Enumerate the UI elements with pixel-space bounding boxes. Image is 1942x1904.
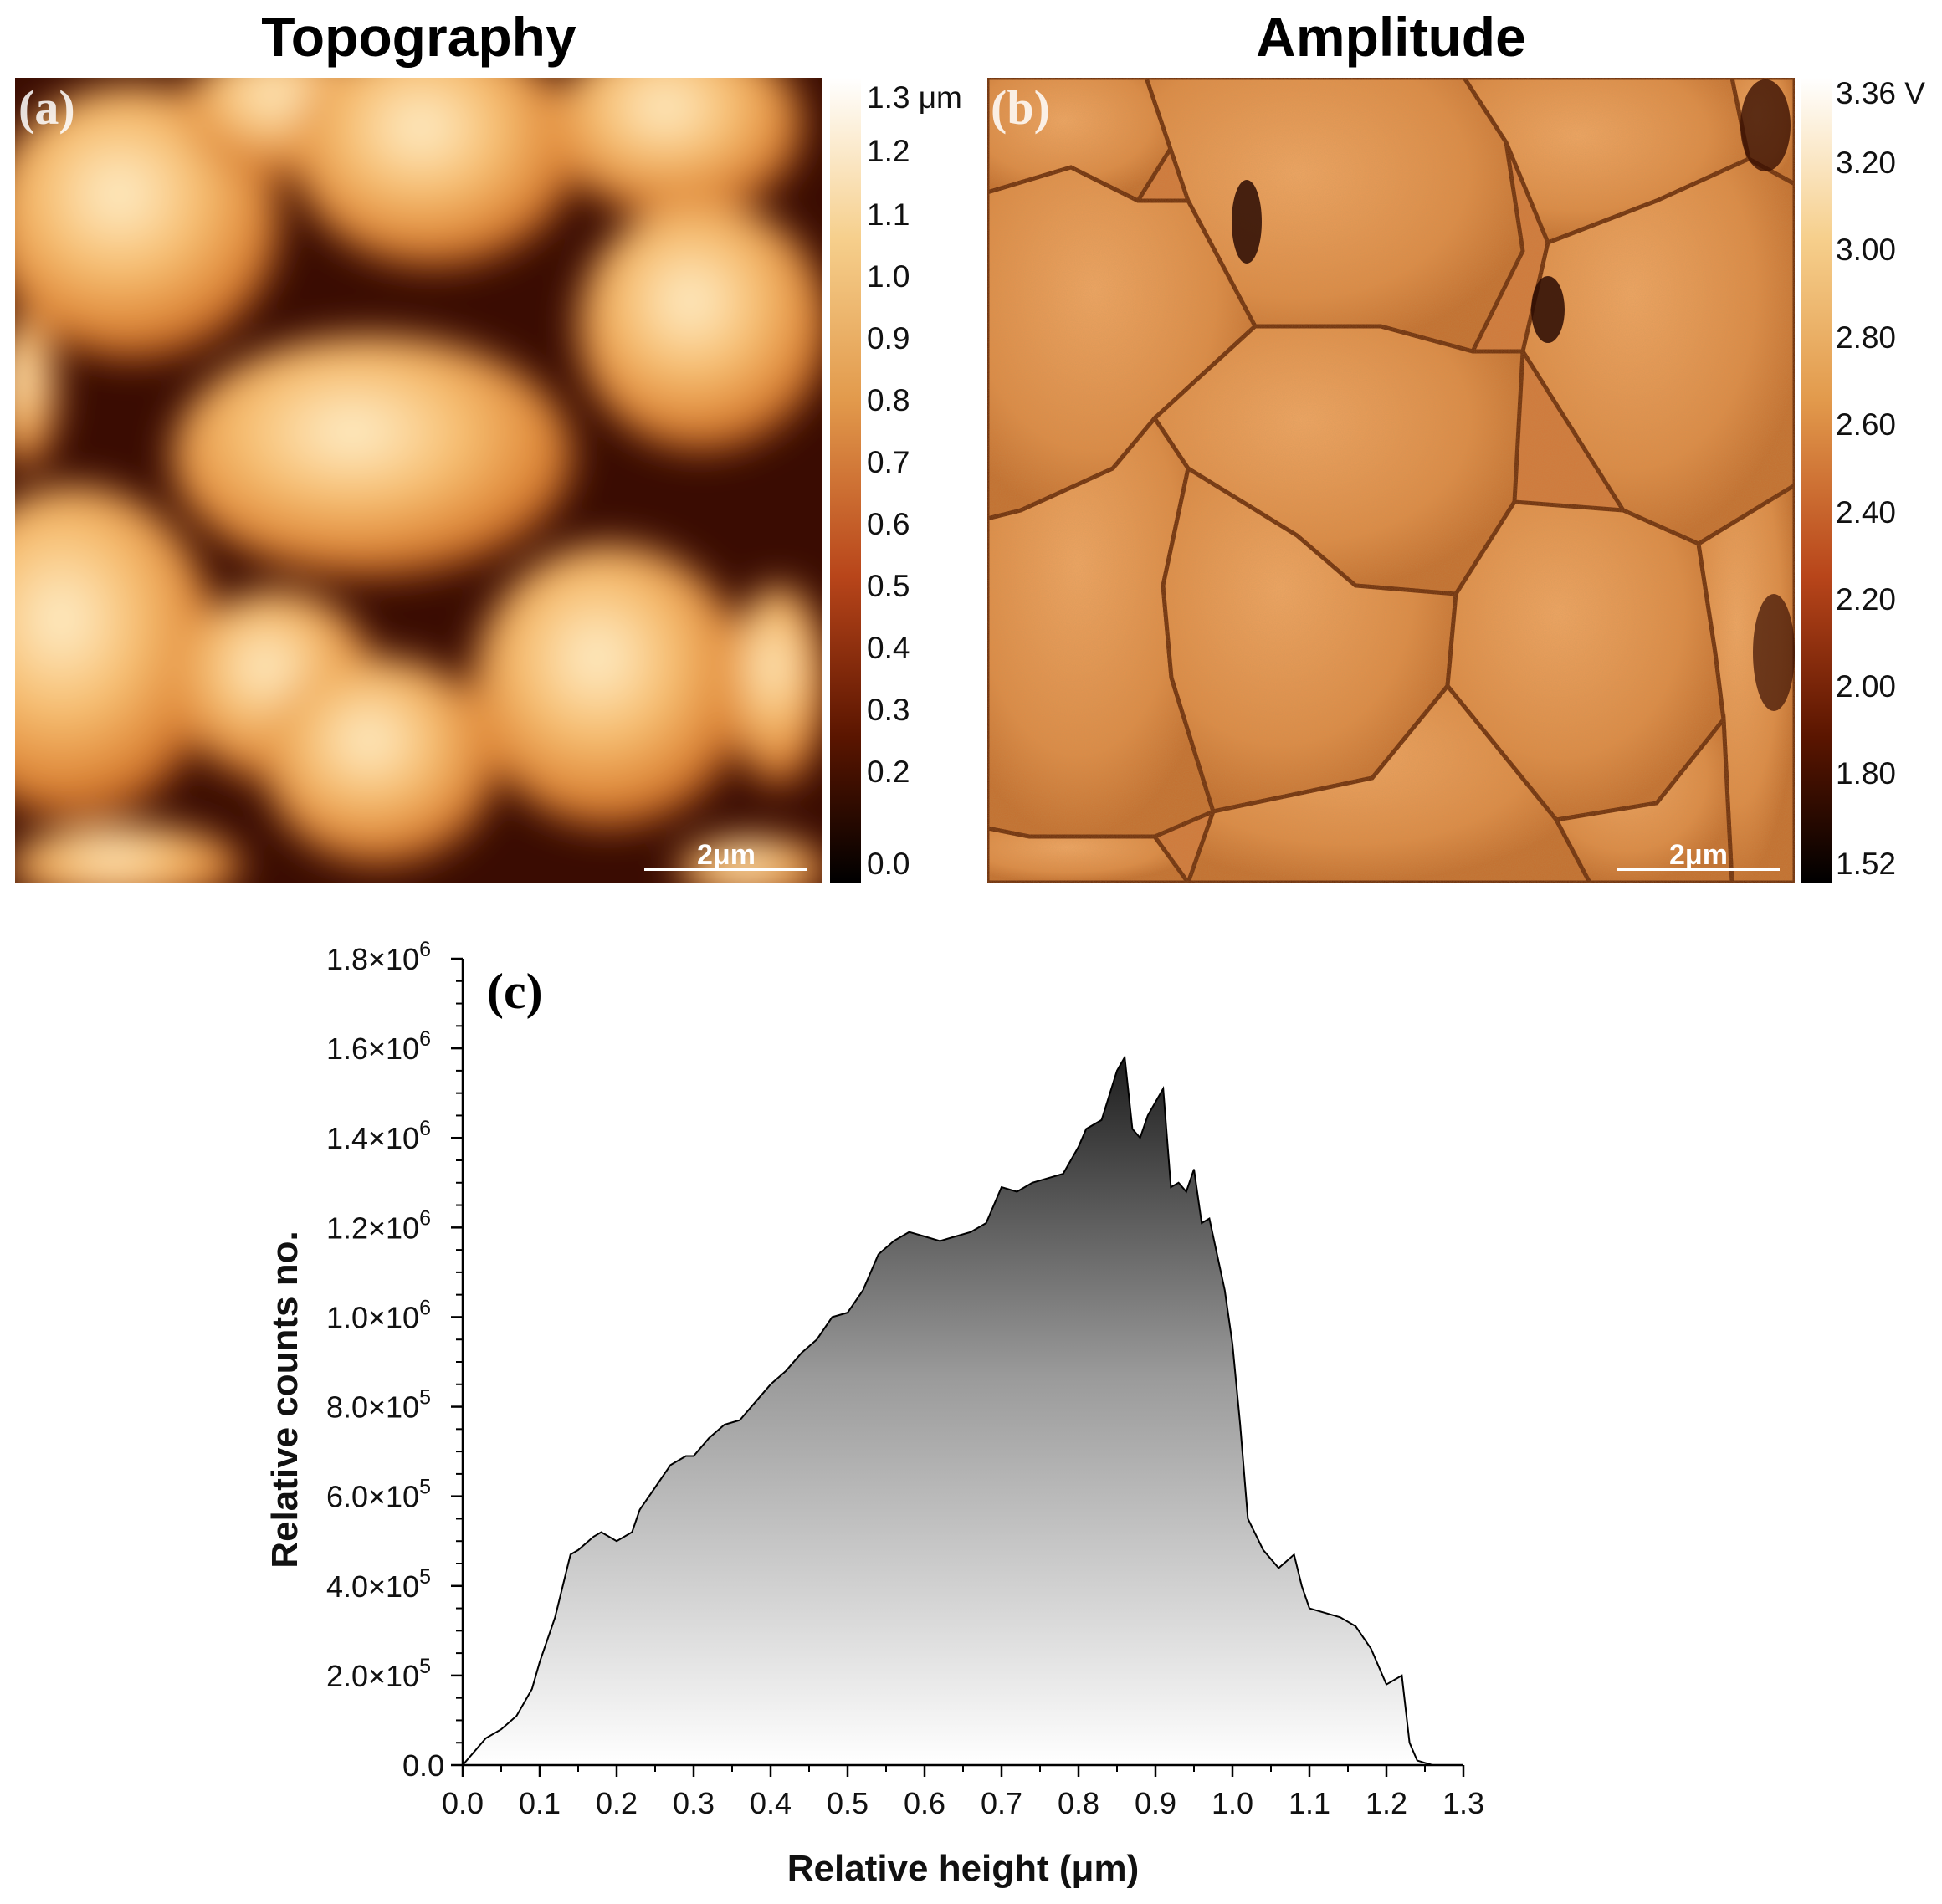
topography-image [15,78,822,883]
panel-a-tag: (a) [18,80,75,135]
cbar-a-tick-label: 0.7 [867,445,910,479]
cbar-b-tick-label: 2.00 [1836,669,1897,704]
x-tick-label: 0.8 [1058,1786,1099,1820]
x-axis-label: Relative height (μm) [787,1848,1140,1889]
cbar-b-unit-label: 3.36 V [1836,76,1925,110]
y-tick-label: 1.4×106 [326,1117,431,1155]
cbar-b-tick-label: 3.20 [1836,146,1897,180]
histogram-chart: 0.0 0.1 0.2 0.3 0.4 0.5 0.6 0.7 0.8 0.9 1.0 1.1 1.2 1… [264,938,1484,1889]
cbar-a-tick-label: 0.0 [867,847,910,881]
x-tick-label: 0.1 [519,1786,561,1820]
x-tick-label: 1.3 [1442,1786,1484,1820]
cbar-a-tick-label: 0.4 [867,631,910,665]
cbar-b-tick-label: 3.00 [1836,233,1897,267]
y-tick-label: 8.0×105 [326,1386,431,1425]
cbar-a-tick-label: 0.6 [867,507,910,541]
x-tick-label: 0.4 [750,1786,792,1820]
cbar-a-unit-label: 1.3 μm [867,80,962,115]
colorbar-a [830,78,861,883]
y-tick-label: 1.0×106 [326,1296,431,1334]
cbar-a-tick-label: 0.8 [867,383,910,417]
amplitude-image [987,78,1795,883]
x-tick-label: 0.5 [827,1786,869,1820]
x-tick-label: 0.6 [904,1786,945,1820]
cbar-a-tick-label: 1.1 [867,197,910,232]
y-tick-label: 1.6×106 [326,1027,431,1066]
cbar-b-tick-label: 2.40 [1836,495,1897,530]
y-axis-label: Relative counts no. [264,1231,305,1568]
cbar-b-tick-label: 1.80 [1836,756,1897,791]
scalebar-a-label: 2μm [697,839,756,871]
y-tick-label: 2.0×105 [326,1655,431,1693]
x-tick-label: 0.0 [442,1786,484,1820]
cbar-a-tick-label: 0.3 [867,693,910,727]
x-tick-label: 0.2 [596,1786,638,1820]
cbar-b-tick-label: 2.80 [1836,320,1897,355]
y-tick-label: 0.0 [402,1748,444,1783]
y-tick-label: 6.0×105 [326,1476,431,1514]
y-tick-label: 1.8×106 [326,938,431,976]
colorbar-b [1801,78,1832,883]
topography-title: Topography [261,6,576,68]
cbar-b-tick-label: 2.60 [1836,407,1897,442]
cbar-a-tick-label: 0.9 [867,321,910,356]
x-tick-label: 0.9 [1135,1786,1176,1820]
x-tick-label: 1.2 [1366,1786,1407,1820]
panel-b-tag: (b) [991,80,1050,135]
cbar-a-tick-label: 0.5 [867,569,910,603]
x-tick-label: 1.0 [1212,1786,1253,1820]
cbar-a-tick-label: 1.0 [867,259,910,294]
scalebar-b-label: 2μm [1669,839,1728,871]
panel-c-tag: (c) [487,964,543,1019]
histogram-area [460,1054,1433,1766]
x-tick-label: 0.3 [673,1786,715,1820]
x-tick-label: 0.7 [981,1786,1022,1820]
cbar-b-tick-label: 2.20 [1836,582,1897,617]
cbar-a-tick-label: 1.2 [867,134,910,168]
cbar-a-tick-label: 0.2 [867,755,910,789]
x-tick-label: 1.1 [1289,1786,1330,1820]
y-tick-label: 4.0×105 [326,1565,431,1604]
amplitude-title: Amplitude [1256,6,1526,68]
y-tick-label: 1.2×106 [326,1206,431,1245]
cbar-b-tick-label: 1.52 [1836,847,1897,881]
